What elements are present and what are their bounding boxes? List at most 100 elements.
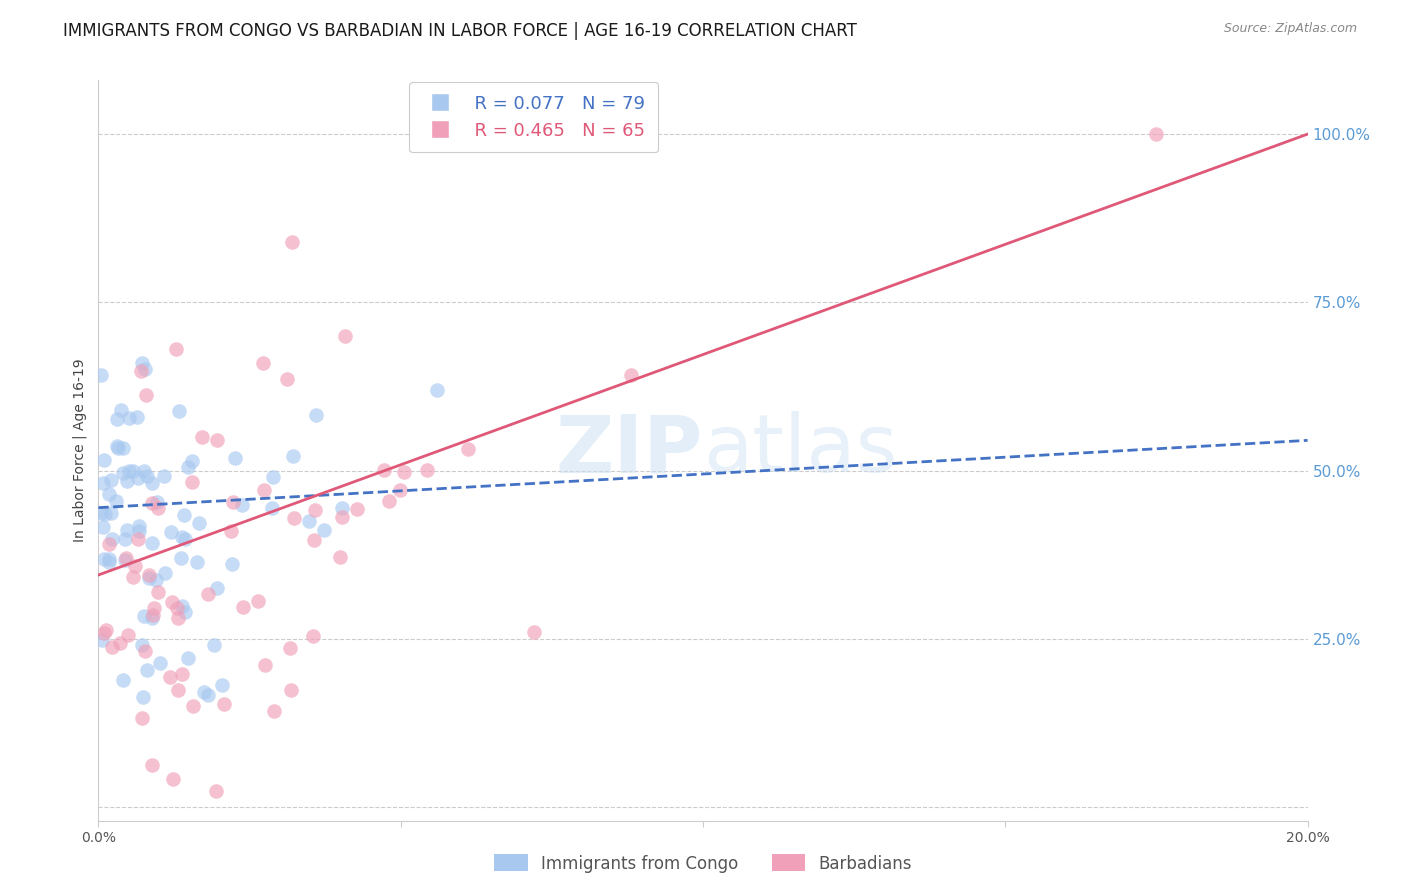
Immigrants from Congo	[193, 685, 215, 699]
Immigrants from Congo	[93, 475, 115, 490]
Barbadians	[148, 501, 170, 516]
Immigrants from Congo	[110, 403, 132, 417]
Immigrants from Congo	[145, 495, 167, 509]
Immigrants from Congo	[115, 474, 138, 488]
Immigrants from Congo	[94, 508, 117, 522]
Immigrants from Congo	[197, 688, 219, 702]
Barbadians	[93, 626, 115, 640]
Immigrants from Congo	[149, 656, 172, 670]
Barbadians	[180, 475, 202, 490]
Text: atlas: atlas	[703, 411, 897, 490]
Barbadians	[134, 644, 156, 658]
Barbadians	[166, 611, 188, 625]
Immigrants from Congo	[111, 467, 134, 481]
Barbadians	[101, 640, 124, 654]
Immigrants from Congo	[114, 532, 136, 546]
Immigrants from Congo	[231, 498, 253, 512]
Immigrants from Congo	[134, 362, 156, 376]
Immigrants from Congo	[174, 605, 197, 619]
Barbadians	[330, 510, 353, 524]
Immigrants from Congo	[173, 533, 195, 547]
Barbadians	[207, 433, 229, 447]
Barbadians	[159, 670, 181, 684]
Barbadians	[388, 483, 411, 498]
Immigrants from Congo	[93, 551, 115, 566]
Legend: Immigrants from Congo, Barbadians: Immigrants from Congo, Barbadians	[488, 847, 918, 880]
Immigrants from Congo	[114, 553, 136, 567]
Barbadians	[117, 628, 139, 642]
Barbadians	[373, 462, 395, 476]
Immigrants from Congo	[122, 464, 145, 478]
Immigrants from Congo	[152, 468, 174, 483]
Immigrants from Congo	[97, 556, 120, 570]
Barbadians	[96, 624, 118, 638]
Text: Source: ZipAtlas.com: Source: ZipAtlas.com	[1223, 22, 1357, 36]
Barbadians	[131, 711, 153, 725]
Barbadians	[335, 329, 357, 343]
Barbadians	[276, 372, 298, 386]
Immigrants from Congo	[224, 451, 246, 466]
Barbadians	[205, 784, 228, 798]
Immigrants from Congo	[134, 609, 156, 624]
Immigrants from Congo	[262, 501, 284, 516]
Immigrants from Congo	[141, 610, 163, 624]
Immigrants from Congo	[188, 516, 211, 530]
Barbadians	[135, 387, 157, 401]
Immigrants from Congo	[104, 494, 127, 508]
Barbadians	[219, 524, 242, 538]
Immigrants from Congo	[173, 508, 195, 522]
Immigrants from Congo	[128, 519, 150, 533]
Barbadians	[143, 601, 166, 615]
Barbadians	[127, 532, 149, 546]
Immigrants from Congo	[170, 599, 193, 613]
Immigrants from Congo	[167, 404, 190, 418]
Immigrants from Congo	[141, 475, 163, 490]
Immigrants from Congo	[93, 453, 115, 467]
Immigrants from Congo	[112, 441, 135, 455]
Immigrants from Congo	[115, 523, 138, 537]
Barbadians	[281, 235, 304, 249]
Immigrants from Congo	[100, 473, 122, 487]
Immigrants from Congo	[118, 411, 141, 425]
Barbadians	[302, 533, 325, 547]
Immigrants from Congo	[262, 470, 284, 484]
Legend:   R = 0.077   N = 79,   R = 0.465   N = 65: R = 0.077 N = 79, R = 0.465 N = 65	[409, 82, 658, 153]
Barbadians	[620, 368, 643, 382]
Barbadians	[124, 558, 146, 573]
Barbadians	[129, 364, 152, 378]
Immigrants from Congo	[186, 554, 208, 568]
Immigrants from Congo	[90, 506, 112, 520]
Immigrants from Congo	[107, 441, 129, 455]
Immigrants from Congo	[100, 506, 122, 520]
Barbadians	[148, 584, 170, 599]
Immigrants from Congo	[153, 566, 176, 580]
Immigrants from Congo	[138, 571, 160, 585]
Immigrants from Congo	[170, 531, 193, 545]
Barbadians	[165, 342, 187, 356]
Y-axis label: In Labor Force | Age 16-19: In Labor Force | Age 16-19	[73, 359, 87, 542]
Barbadians	[170, 667, 193, 681]
Immigrants from Congo	[298, 514, 321, 528]
Barbadians	[280, 641, 302, 656]
Immigrants from Congo	[98, 551, 121, 566]
Immigrants from Congo	[177, 459, 200, 474]
Barbadians	[457, 442, 479, 456]
Barbadians	[141, 496, 163, 510]
Barbadians	[392, 465, 415, 479]
Barbadians	[280, 683, 302, 698]
Barbadians	[138, 567, 160, 582]
Immigrants from Congo	[97, 487, 120, 501]
Barbadians	[160, 595, 183, 609]
Barbadians	[523, 625, 546, 640]
Barbadians	[252, 356, 274, 370]
Barbadians	[304, 503, 326, 517]
Immigrants from Congo	[330, 500, 353, 515]
Immigrants from Congo	[202, 639, 225, 653]
Immigrants from Congo	[93, 520, 115, 534]
Immigrants from Congo	[176, 650, 198, 665]
Barbadians	[166, 600, 188, 615]
Barbadians	[181, 699, 204, 714]
Immigrants from Congo	[91, 633, 114, 648]
Immigrants from Congo	[170, 551, 193, 566]
Barbadians	[98, 537, 121, 551]
